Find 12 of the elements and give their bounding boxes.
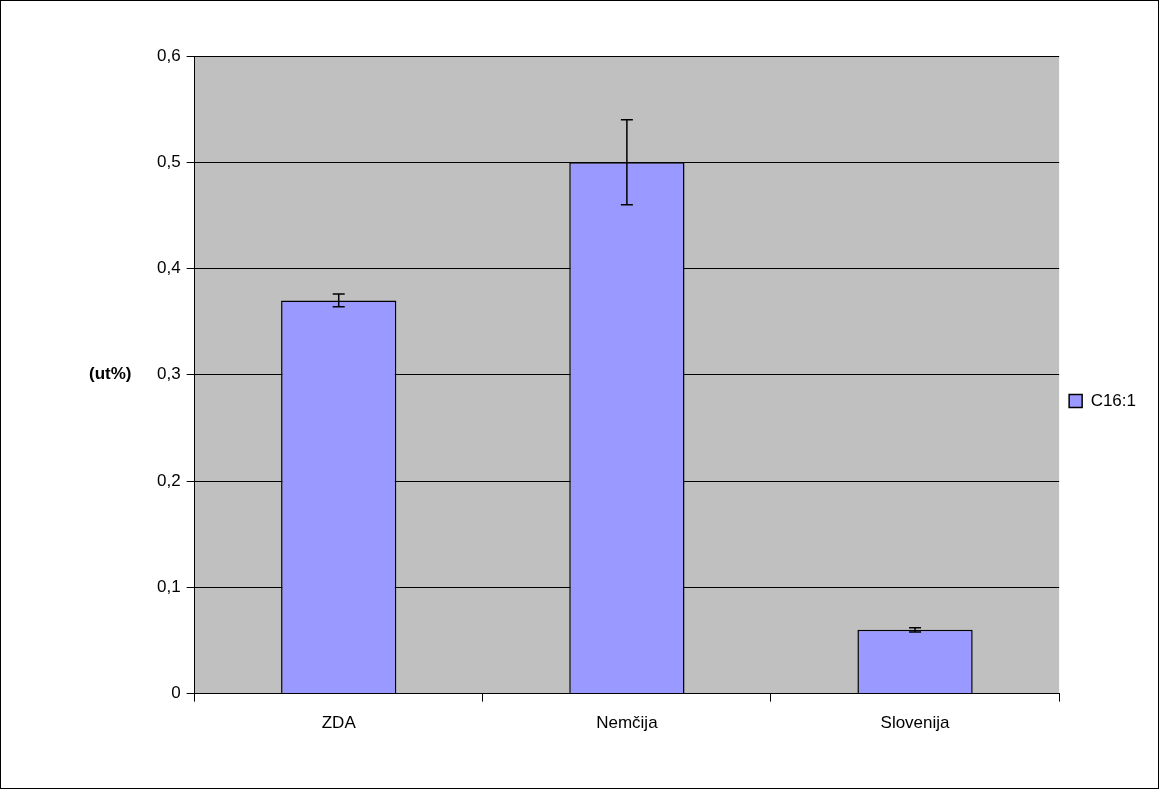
y-tick-label: 0,4 <box>156 258 181 278</box>
legend-label: C16:1 <box>1090 390 1137 410</box>
y-tick-label: 0,6 <box>156 45 181 65</box>
y-tick-label: 0,5 <box>156 151 181 171</box>
y-tick-label: 0,3 <box>156 364 181 384</box>
x-tick-label: ZDA <box>321 713 357 733</box>
y-tick-label: 0,1 <box>156 577 181 597</box>
x-tick-label: Slovenija <box>880 713 951 733</box>
y-tick-label: 0 <box>171 683 181 703</box>
y-axis-title: (ut%) <box>89 364 132 384</box>
x-tick-label: Nemčija <box>596 713 659 733</box>
y-tick-label: 0,2 <box>156 470 181 490</box>
